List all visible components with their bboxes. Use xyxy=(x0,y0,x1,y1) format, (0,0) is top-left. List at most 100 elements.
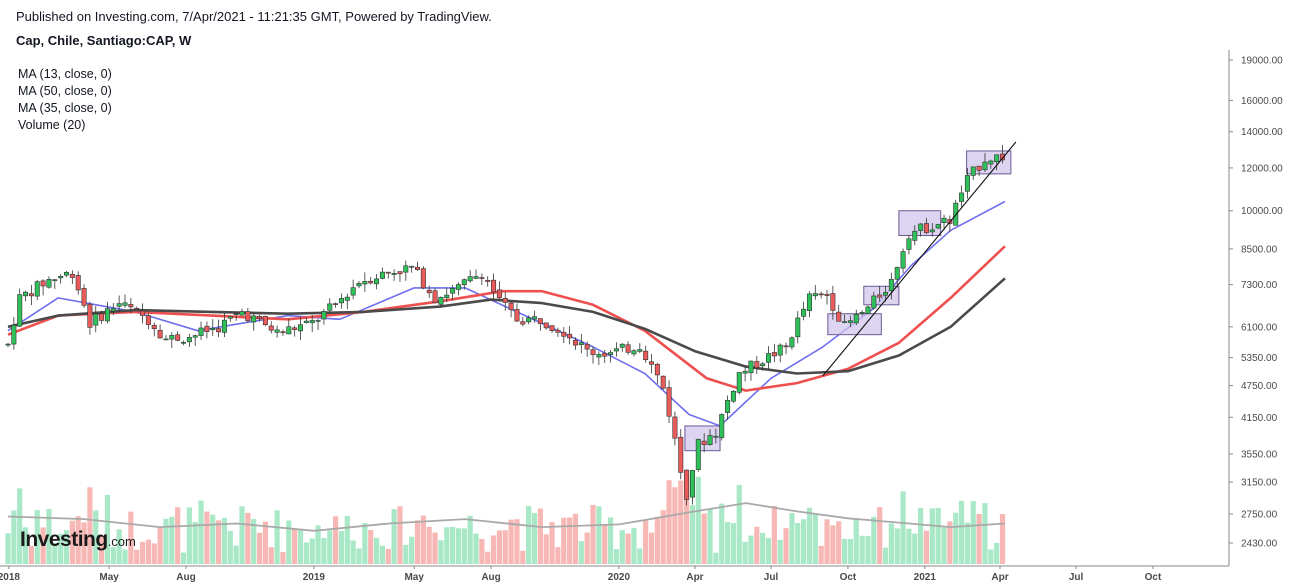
candle-body xyxy=(315,320,321,322)
investing-logo: Investing.com xyxy=(20,528,136,552)
volume-bar xyxy=(748,535,754,564)
volume-ma-layer xyxy=(7,502,1006,532)
y-tick-label: 10000.00 xyxy=(1241,206,1283,217)
candle-body xyxy=(766,353,772,363)
candle-body xyxy=(994,154,1000,163)
trend-line xyxy=(822,141,1017,377)
volume-bar xyxy=(853,518,859,564)
volume-bar xyxy=(356,548,362,564)
candle-body xyxy=(181,341,187,344)
candle-body xyxy=(959,192,965,202)
candle-body xyxy=(982,161,988,171)
volume-bar xyxy=(157,526,163,564)
volume-bar xyxy=(198,500,204,564)
volume-bar xyxy=(251,519,257,564)
volume-bar xyxy=(877,507,883,564)
volume-bar xyxy=(912,533,918,564)
candle-body xyxy=(555,329,561,333)
candle-body xyxy=(186,337,192,343)
volume-bar xyxy=(52,542,58,564)
volume-bar xyxy=(988,549,994,564)
volume-bar xyxy=(561,517,567,564)
volume-bar xyxy=(22,527,29,564)
candle-body xyxy=(286,326,292,335)
consolidation-box xyxy=(684,425,721,452)
candle-body xyxy=(970,166,976,176)
legend-volume[interactable]: Volume (20) xyxy=(18,118,86,132)
legend-ma13[interactable]: MA (13, close, 0) xyxy=(18,67,112,81)
volume-bar xyxy=(175,507,181,564)
volume-bar xyxy=(543,534,549,564)
volume-bar xyxy=(379,545,386,564)
volume-bar xyxy=(672,487,678,564)
volume-bar xyxy=(514,519,520,564)
candle-body xyxy=(333,303,339,305)
candle-body xyxy=(824,293,830,296)
volume-bar xyxy=(964,522,971,564)
volume-bar xyxy=(590,504,596,564)
volume-bar xyxy=(882,547,889,564)
legend-ma35[interactable]: MA (35, close, 0) xyxy=(18,101,112,115)
volume-bar xyxy=(210,514,216,564)
volume-bar xyxy=(338,530,345,564)
candle-body xyxy=(520,321,526,325)
candle-body xyxy=(631,350,637,355)
candle-body xyxy=(64,271,70,276)
volume-bar xyxy=(467,515,473,564)
candle-body xyxy=(17,294,23,327)
candle-body xyxy=(771,352,777,357)
volume-bar xyxy=(116,529,122,564)
candle-body xyxy=(608,352,614,356)
candle-body xyxy=(584,343,590,350)
volume-bar xyxy=(707,509,713,564)
logo-suffix: .com xyxy=(107,534,136,549)
candle-body xyxy=(274,329,280,333)
candle-body xyxy=(298,324,304,332)
candle-body xyxy=(725,399,731,413)
volume-bar xyxy=(520,550,526,564)
candle-body xyxy=(842,321,848,323)
volume-bar xyxy=(613,549,620,564)
candle-body xyxy=(110,308,116,312)
candle-body xyxy=(637,349,643,352)
candle-body xyxy=(461,279,467,286)
volume-bar xyxy=(286,520,292,564)
candle-body xyxy=(485,279,491,282)
candle-body xyxy=(602,352,608,357)
y-tick-label: 14000.00 xyxy=(1241,127,1283,138)
volume-bar xyxy=(46,508,52,564)
candle-body xyxy=(397,271,403,275)
volume-bar xyxy=(473,533,479,564)
candle-body xyxy=(87,303,93,328)
candle-body xyxy=(257,316,263,319)
volume-bar xyxy=(479,538,485,564)
candle-body xyxy=(374,278,380,285)
volume-bar xyxy=(953,512,959,564)
volume-bar xyxy=(81,522,87,564)
axes-layer: 19000.00 16000.00 14000.00 12000.00 10000.00… xyxy=(0,50,1283,583)
volume-bar xyxy=(508,519,514,564)
candle-body xyxy=(327,303,333,311)
volume-bar xyxy=(982,503,988,564)
candle-body xyxy=(590,349,596,355)
volume-bar xyxy=(245,512,251,564)
volume-bar xyxy=(701,513,707,564)
candle-body xyxy=(403,265,409,273)
candle-body xyxy=(853,313,859,324)
volume-bar xyxy=(660,510,666,564)
trendline-layer xyxy=(822,141,1017,377)
volume-bar xyxy=(625,533,631,564)
candle-body xyxy=(344,296,350,301)
legend-ma50[interactable]: MA (50, close, 0) xyxy=(18,84,112,98)
candle-body xyxy=(865,306,871,314)
candle-body xyxy=(742,370,748,374)
logo-main: Investing xyxy=(20,528,108,551)
candle-body xyxy=(356,282,362,287)
volume-bar xyxy=(403,544,409,564)
volume-bar xyxy=(239,506,245,564)
volume-bar xyxy=(139,541,146,564)
candle-body xyxy=(467,276,473,282)
candle-body xyxy=(204,325,210,333)
volume-bar xyxy=(783,528,789,564)
